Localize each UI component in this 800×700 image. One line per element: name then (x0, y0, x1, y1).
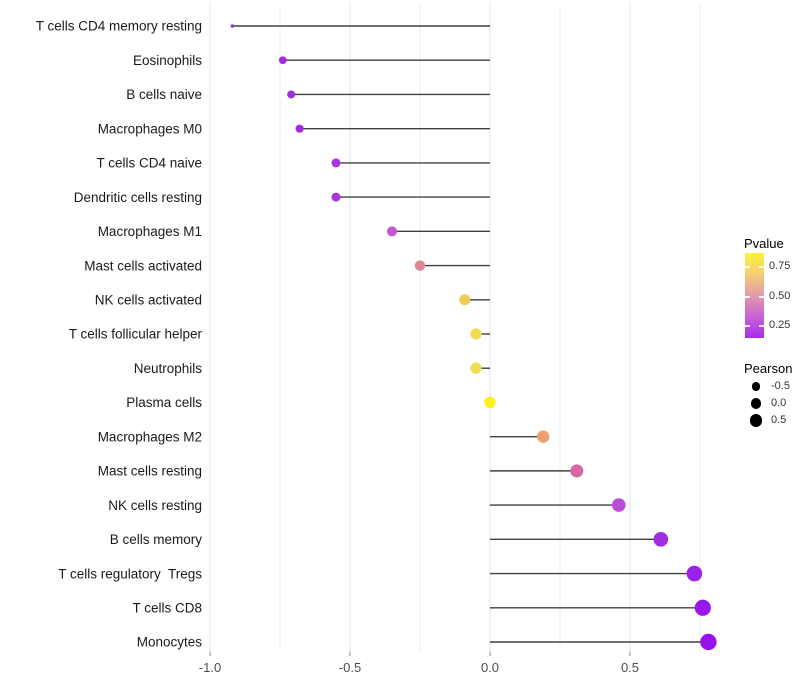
lollipop-point (484, 396, 496, 409)
lollipop-point (230, 24, 235, 28)
pvalue-tick-label-050: 0.50 (769, 290, 791, 302)
lollipop-point (295, 124, 304, 133)
y-axis-label: Eosinophils (133, 53, 202, 68)
y-axis-label: B cells memory (110, 532, 203, 547)
y-axis-label: Neutrophils (134, 361, 203, 376)
lollipop-point (700, 633, 717, 651)
pvalue-gradient-tick (759, 325, 764, 327)
lollipop-point (686, 565, 703, 582)
y-axis-label: NK cells activated (95, 292, 202, 307)
lollipop-point (694, 599, 711, 616)
pvalue-gradient-tick (745, 266, 750, 268)
pvalue-gradient-tick (745, 296, 750, 298)
pearson-size-dot (750, 398, 762, 409)
lollipop-point (653, 532, 669, 547)
pvalue-tick-label-025: 0.25 (769, 319, 791, 331)
lollipop-point (287, 90, 296, 99)
y-axis-label: T cells CD4 memory resting (36, 19, 202, 34)
pearson-size-dot (749, 414, 763, 427)
y-axis-label: Macrophages M1 (98, 224, 202, 239)
pearson-size-label-neg05: -0.5 (771, 380, 790, 392)
y-axis-label: Mast cells activated (84, 258, 202, 273)
y-axis-label: T cells regulatory Tregs (58, 566, 202, 581)
pvalue-gradient-bar (745, 253, 764, 338)
pvalue-tick-label-075: 0.75 (769, 260, 791, 272)
x-axis-tick-label: -0.5 (339, 660, 361, 675)
pvalue-gradient-tick (745, 325, 750, 327)
x-axis-tick-label: -1.0 (199, 660, 221, 675)
pearson-legend-title: Pearson (744, 361, 793, 376)
y-axis-label: Plasma cells (126, 395, 202, 410)
lollipop-point (278, 56, 287, 65)
pearson-size-label-05: 0.5 (771, 414, 787, 426)
pvalue-gradient-tick (759, 266, 764, 268)
pearson-size-dot (751, 382, 761, 391)
y-axis-label: B cells naive (126, 87, 202, 102)
x-axis-tick-label: 0.5 (621, 660, 639, 675)
lollipop-point (612, 498, 626, 512)
y-axis-label: Macrophages M0 (98, 121, 202, 136)
y-axis-label: T cells CD8 (132, 600, 202, 615)
lollipop-point (570, 464, 584, 478)
lollipop-point (537, 430, 550, 443)
y-axis-label: T cells CD4 naive (96, 156, 202, 171)
lollipop-point (459, 294, 471, 306)
lollipop-point (414, 260, 426, 271)
y-axis-label: Mast cells resting (98, 464, 202, 479)
y-axis-label: Macrophages M2 (98, 429, 202, 444)
lollipop-point (331, 192, 341, 202)
lollipop-point (470, 362, 482, 374)
y-axis-label: NK cells resting (108, 498, 202, 513)
lollipop-point (470, 328, 482, 340)
y-axis-label: Monocytes (137, 635, 203, 650)
pearson-size-label-00: 0.0 (771, 397, 787, 409)
x-axis-tick-label: 0.0 (481, 660, 499, 675)
pvalue-legend-title: Pvalue (744, 236, 784, 251)
y-axis-label: Dendritic cells resting (74, 190, 202, 205)
y-axis-label: T cells follicular helper (69, 327, 203, 342)
lollipop-point (331, 158, 341, 168)
pvalue-gradient-tick (759, 296, 764, 298)
lollipop-point (387, 226, 397, 237)
